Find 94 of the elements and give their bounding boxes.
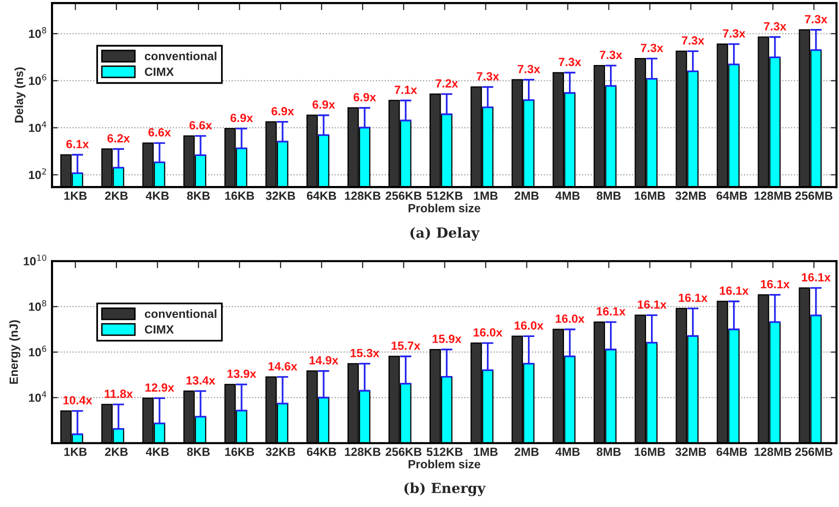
y-tick-label: 10$^{6}$ (29, 74, 46, 85)
annotation: 7.3x (476, 72, 500, 81)
x-tick-label: 2MB (514, 192, 539, 200)
x-tick-label: 128MB (754, 448, 792, 456)
x-tick-label: 128KB (344, 192, 380, 200)
annotation: 16.0x (556, 314, 584, 323)
annotation: 6.9x (230, 114, 253, 122)
y-tick-label: 10$^{8}$ (29, 27, 46, 38)
annotation: 10.4x (63, 396, 92, 404)
annotation: 6.1x (66, 140, 89, 148)
y-axis-title: Delay (ns) (14, 67, 26, 122)
annotation: 7.3x (518, 64, 540, 74)
annotation: 16.1x (720, 286, 749, 295)
x-tick-label: 32KB (266, 448, 296, 456)
text: (a) Delay (410, 227, 480, 241)
y-tick-label: 10$^{4}$ (29, 121, 46, 132)
y-tick-label: 10$^{4}$ (29, 391, 46, 402)
annotation: 15.9x (432, 334, 462, 344)
x-tick-label: 256KB (386, 192, 422, 200)
annotation: 16.1x (760, 280, 790, 288)
annotation: 6.9x (272, 106, 294, 116)
annotation: 14.9x (310, 356, 338, 364)
annotation: 7.3x (558, 58, 582, 66)
x-axis-title: Problem size (408, 460, 480, 468)
annotation: 16.1x (638, 300, 667, 309)
annotation: 7.3x (600, 50, 622, 60)
x-tick-label: 4MB (555, 448, 580, 456)
x-tick-label: 64KB (306, 448, 336, 456)
x-tick-label: 256MB (795, 448, 832, 456)
x-tick-label: 8MB (596, 448, 621, 456)
annotation: 13.4x (186, 376, 216, 385)
x-tick-label: 4KB (146, 448, 169, 456)
y-tick-label: 10$^{8}$ (29, 300, 46, 311)
x-tick-label: 256MB (795, 192, 832, 200)
x-tick-label: 1MB (474, 192, 498, 200)
x-tick-label: 16MB (634, 192, 666, 200)
annotation: 13.9x (228, 370, 256, 378)
x-tick-label: 4KB (146, 192, 169, 200)
x-tick-label: 8MB (596, 192, 621, 200)
x-tick-label: 8KB (187, 192, 210, 200)
x-tick-label: 512KB (426, 448, 462, 456)
x-tick-label: 64KB (306, 192, 336, 200)
annotation: 16.0x (514, 321, 544, 330)
x-tick-label: 4MB (555, 192, 580, 200)
annotation: 16.0x (474, 328, 502, 337)
annotation: 16.1x (678, 294, 708, 302)
x-tick-label: 128MB (754, 192, 792, 200)
legend-label: CIMX (144, 325, 174, 334)
annotation: 6.6x (148, 128, 171, 137)
annotation: 14.6x (268, 362, 298, 370)
x-axis-title: Problem size (408, 204, 480, 212)
y-axis-title: Energy (nJ) (9, 320, 20, 384)
legend-label: conventional (144, 52, 216, 60)
annotation: 16.1x (596, 307, 626, 316)
annotation: 6.9x (354, 93, 376, 102)
x-tick-label: 8KB (187, 448, 210, 456)
annotation: 7.3x (722, 29, 746, 38)
annotation: 16.1x (802, 273, 831, 282)
annotation: 7.3x (640, 44, 664, 52)
x-tick-label: 32MB (675, 448, 706, 456)
text: (b) Energy (404, 482, 486, 496)
annotation: 15.7x (392, 342, 420, 350)
y-tick-label: 10$^{10}$ (24, 254, 46, 266)
x-tick-label: 128KB (344, 448, 380, 456)
x-tick-label: 2MB (514, 448, 539, 456)
annotation: 6.9x (312, 100, 336, 109)
x-tick-label: 1KB (64, 448, 87, 456)
x-tick-label: 64MB (716, 448, 748, 456)
x-tick-label: 256KB (386, 448, 422, 456)
annotation: 7.3x (804, 14, 828, 24)
x-tick-label: 1KB (64, 192, 87, 200)
x-tick-label: 64MB (716, 192, 748, 200)
x-tick-label: 32MB (675, 192, 706, 200)
x-tick-label: 1MB (474, 448, 498, 456)
x-tick-label: 32KB (266, 192, 296, 200)
y-tick-label: 10$^{2}$ (29, 168, 46, 180)
x-tick-label: 2KB (105, 192, 128, 200)
annotation: 6.2x (107, 134, 130, 142)
x-tick-label: 16KB (225, 448, 254, 456)
annotation: 7.3x (764, 22, 786, 31)
annotation: 7.2x (436, 79, 458, 88)
annotation: 6.6x (189, 121, 212, 130)
x-tick-label: 2KB (105, 448, 128, 456)
annotation: 12.9x (145, 383, 174, 392)
x-tick-label: 512KB (426, 192, 462, 200)
x-tick-label: 16KB (225, 192, 254, 200)
y-tick-label: 10$^{6}$ (29, 346, 46, 356)
x-tick-label: 16MB (634, 448, 666, 456)
legend-label: CIMX (144, 68, 174, 76)
annotation: 7.1x (394, 86, 418, 94)
annotation: 11.8x (104, 390, 133, 398)
annotation: 7.3x (682, 36, 704, 45)
legend-label: conventional (144, 309, 216, 318)
annotation: 15.3x (350, 348, 380, 358)
